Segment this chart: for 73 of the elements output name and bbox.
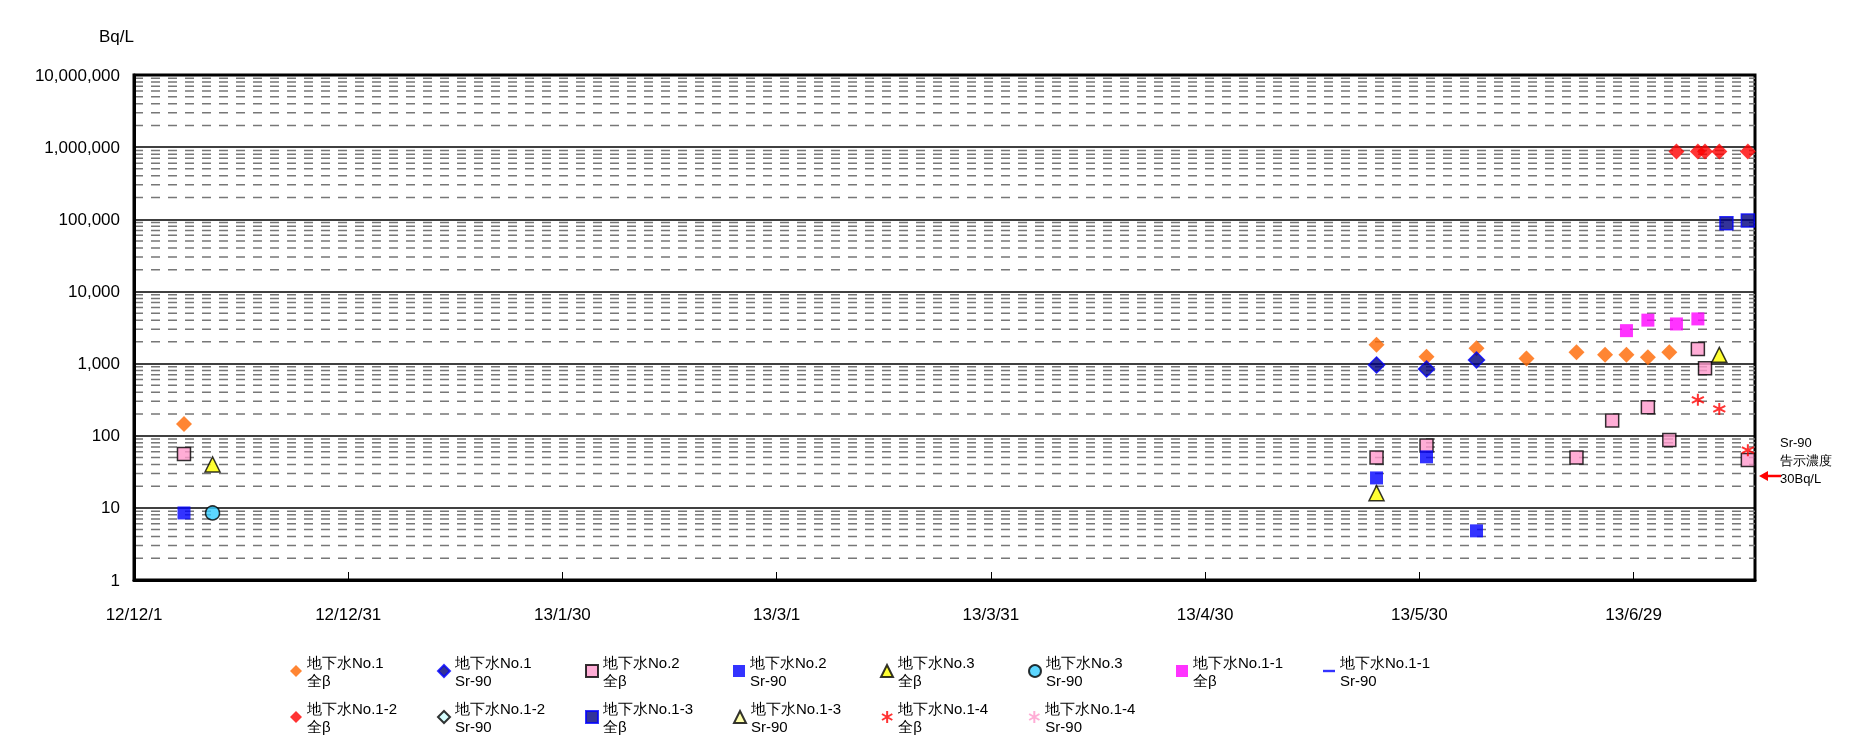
legend-label: 地下水No.1 Sr-90 <box>454 653 532 689</box>
point <box>1697 361 1713 376</box>
point <box>1641 313 1655 327</box>
legend-label: 地下水No.3 全β <box>897 653 975 689</box>
point <box>1370 471 1384 485</box>
legend-label: 地下水No.2 Sr-90 <box>749 653 827 689</box>
y-tick-label: 10,000,000 <box>34 65 120 85</box>
point <box>1690 341 1706 357</box>
legend-label: 地下水No.1-2 Sr-90 <box>454 699 546 735</box>
point <box>1367 356 1386 374</box>
y-tick-label: 100 <box>91 426 120 446</box>
legend-label: 地下水No.1 全β <box>306 653 384 689</box>
x-tick-label: 13/3/31 <box>962 605 1020 624</box>
point <box>1518 350 1535 367</box>
point <box>1369 450 1384 465</box>
point <box>1604 413 1620 428</box>
y-tick-label: 1,000 <box>77 354 120 374</box>
legend-label: 地下水No.1-4 Sr-90 <box>1044 699 1136 735</box>
point <box>176 446 192 462</box>
point <box>1662 432 1677 448</box>
point <box>1467 351 1486 369</box>
point <box>177 506 191 520</box>
legend-label: 地下水No.1-1 全β <box>1192 653 1284 689</box>
y-axis-title: Bq/L <box>99 27 134 46</box>
legend-label: 地下水No.1-4 全β <box>897 699 989 735</box>
text: Sr-90 告示濃度 30Bq/L <box>1780 434 1832 486</box>
point <box>1420 450 1434 464</box>
point <box>1640 400 1656 415</box>
legend-label: 地下水No.2 全β <box>602 653 680 689</box>
x-tick-label: 12/12/1 <box>105 605 163 624</box>
legend-label: 地下水No.3 Sr-90 <box>1045 653 1123 689</box>
point <box>175 416 192 433</box>
legend-label: 地下水No.1-3 全β <box>602 699 694 735</box>
point <box>1711 346 1728 364</box>
point <box>1691 312 1705 326</box>
x-tick-label: 13/6/29 <box>1605 605 1662 624</box>
y-tick-label: 10,000 <box>68 281 120 301</box>
point <box>1739 143 1756 160</box>
x-tick-label: 12/12/31 <box>315 605 382 624</box>
point <box>1712 401 1727 416</box>
point <box>204 505 221 521</box>
point <box>1368 336 1385 353</box>
point <box>1690 392 1705 407</box>
legend-label: 地下水No.1-2 全β <box>306 699 398 735</box>
legend-label: 地下水No.1-1 Sr-90 <box>1339 653 1431 689</box>
point <box>1618 346 1635 363</box>
point <box>1711 143 1728 160</box>
point <box>1668 143 1685 160</box>
point <box>1368 484 1385 502</box>
point <box>204 456 221 473</box>
point <box>1417 360 1436 378</box>
x-tick-label: 13/3/1 <box>753 605 801 624</box>
point <box>1619 324 1633 338</box>
point <box>1661 344 1678 361</box>
point <box>1740 452 1756 468</box>
point <box>1470 524 1483 538</box>
y-tick-label: 1,000,000 <box>44 137 120 157</box>
y-tick-label: 100,000 <box>58 209 120 229</box>
point <box>1740 213 1756 228</box>
x-tick-label: 13/5/30 <box>1391 605 1448 624</box>
point <box>1597 346 1614 363</box>
point <box>1740 443 1755 458</box>
point <box>1669 317 1683 331</box>
point <box>1568 344 1585 361</box>
point <box>1719 216 1734 231</box>
point <box>1569 450 1584 465</box>
point <box>1697 143 1714 160</box>
y-tick-label: 1 <box>110 570 120 590</box>
legend-label: 地下水No.1-3 Sr-90 <box>750 699 842 735</box>
y-tick-label: 10 <box>101 498 120 518</box>
x-tick-label: 13/1/30 <box>534 605 591 624</box>
x-tick-label: 13/4/30 <box>1176 605 1234 624</box>
point <box>1639 349 1656 366</box>
